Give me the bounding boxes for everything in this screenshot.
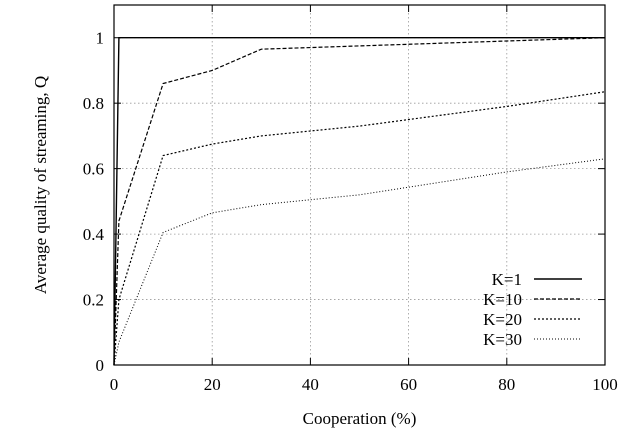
x-tick-label: 80 bbox=[498, 375, 515, 394]
legend: K=1K=10K=20K=30 bbox=[483, 270, 582, 349]
grid bbox=[114, 5, 605, 365]
series-line-K=30 bbox=[113, 158, 606, 366]
x-tick-label: 0 bbox=[110, 375, 119, 394]
y-tick-label: 0 bbox=[96, 356, 105, 375]
legend-label: K=20 bbox=[483, 310, 522, 329]
y-tick-label: 0.6 bbox=[83, 160, 104, 179]
y-tick-label: 0.4 bbox=[83, 225, 105, 244]
legend-label: K=30 bbox=[483, 330, 522, 349]
series-lines bbox=[113, 37, 606, 366]
x-axis-label: Cooperation (%) bbox=[303, 409, 417, 428]
x-tick-label: 40 bbox=[302, 375, 319, 394]
x-tick-label: 100 bbox=[592, 375, 618, 394]
series-line-K=1 bbox=[113, 37, 605, 366]
x-tick-label: 60 bbox=[400, 375, 417, 394]
legend-label: K=1 bbox=[492, 270, 522, 289]
axis-ticks: 0 0.2 0.4 0.6 0.8 1 0 20 40 60 80 100 bbox=[83, 5, 618, 394]
series-line-K=10 bbox=[113, 37, 606, 366]
plot-frame bbox=[113, 4, 606, 366]
legend-label: K=10 bbox=[483, 290, 522, 309]
series-line-K=20 bbox=[113, 91, 606, 366]
y-tick-label: 0.2 bbox=[83, 291, 104, 310]
y-axis-label: Average quality of streaming, Q bbox=[31, 76, 50, 294]
y-tick-label: 1 bbox=[96, 29, 105, 48]
y-tick-label: 0.8 bbox=[83, 94, 104, 113]
x-tick-label: 20 bbox=[204, 375, 221, 394]
